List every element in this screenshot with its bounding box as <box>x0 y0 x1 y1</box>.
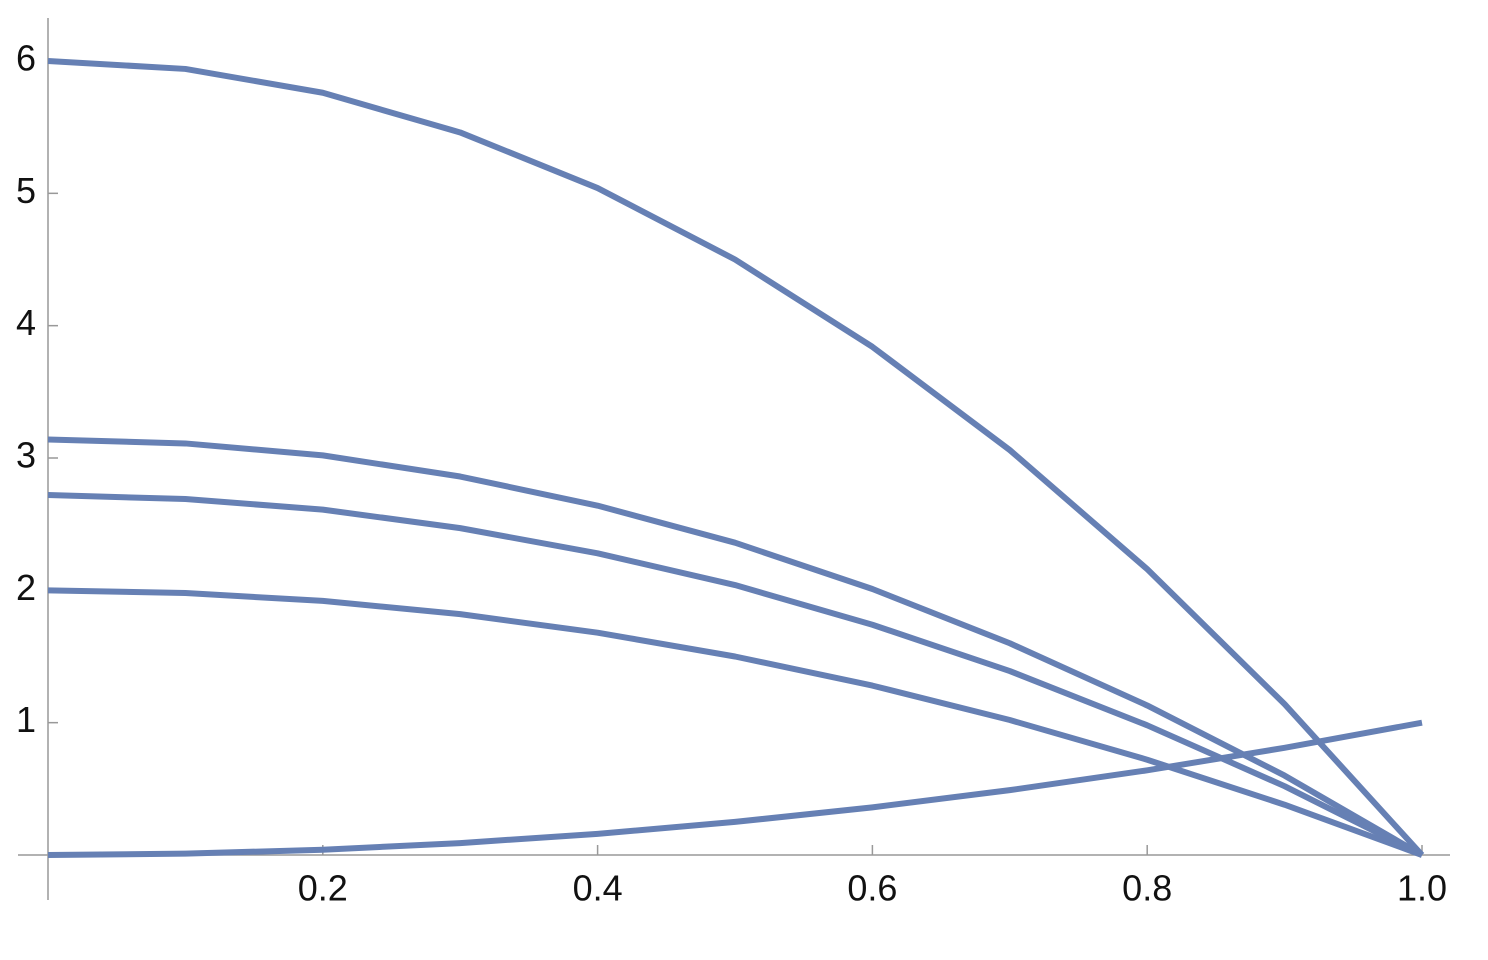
x-tick-label: 0.8 <box>1122 868 1172 909</box>
line-series <box>47 492 1424 858</box>
line-series <box>47 587 1424 858</box>
line-series <box>47 58 1425 858</box>
y-tick-label: 4 <box>16 302 36 343</box>
line-series <box>47 719 1423 858</box>
x-tick-label: 0.6 <box>847 868 897 909</box>
y-tick-label: 2 <box>16 567 36 608</box>
y-tick-label: 5 <box>16 170 36 211</box>
x-tick-label: 0.4 <box>573 868 623 909</box>
y-tick-label: 6 <box>16 38 36 79</box>
y-tick-label: 3 <box>16 435 36 476</box>
y-tick-label: 1 <box>16 699 36 740</box>
x-tick-label: 1.0 <box>1397 868 1447 909</box>
line-series <box>47 436 1424 858</box>
x-tick-label: 0.2 <box>298 868 348 909</box>
